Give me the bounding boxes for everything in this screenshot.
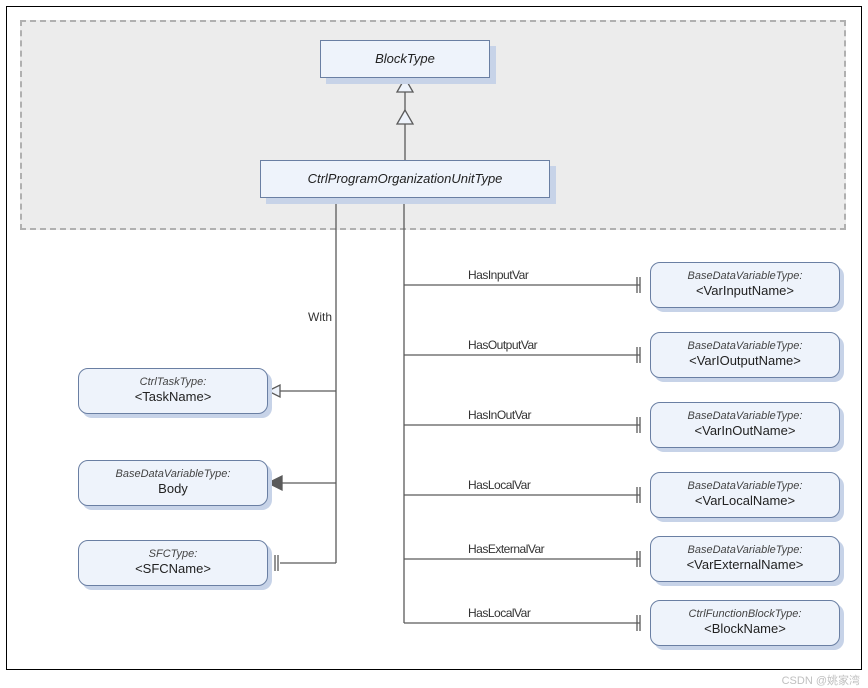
label-has-input: HasInputVar (468, 268, 528, 282)
label-has-local: HasLocalVar (468, 478, 530, 492)
sfc-type: SFCType: (79, 548, 267, 561)
var-input-type: BaseDataVariableType: (651, 270, 839, 283)
node-block-type: BlockType (320, 40, 490, 78)
var-input-name: <VarInputName> (651, 283, 839, 300)
var-external-name: <VarExternalName> (651, 557, 839, 574)
label-has-external: HasExternalVar (468, 542, 544, 556)
var-local-name: <VarLocalName> (651, 493, 839, 510)
label-has-local2: HasLocalVar (468, 606, 530, 620)
var-inout-name: <VarInOutName> (651, 423, 839, 440)
node-var-input: BaseDataVariableType: <VarInputName> (650, 262, 840, 308)
var-external-type: BaseDataVariableType: (651, 544, 839, 557)
body-type: BaseDataVariableType: (79, 468, 267, 481)
node-block-name: CtrlFunctionBlockType: <BlockName> (650, 600, 840, 646)
ctrl-pou-label: CtrlProgramOrganizationUnitType (261, 171, 549, 188)
block-name-type: CtrlFunctionBlockType: (651, 608, 839, 621)
label-has-inout: HasInOutVar (468, 408, 531, 422)
node-ctrl-pou: CtrlProgramOrganizationUnitType (260, 160, 550, 198)
node-sfc: SFCType: <SFCName> (78, 540, 268, 586)
task-name: <TaskName> (79, 389, 267, 406)
watermark: CSDN @姚家湾 (782, 672, 860, 688)
node-var-inout: BaseDataVariableType: <VarInOutName> (650, 402, 840, 448)
node-var-external: BaseDataVariableType: <VarExternalName> (650, 536, 840, 582)
body-name: Body (79, 481, 267, 498)
sfc-name: <SFCName> (79, 561, 267, 578)
node-body: BaseDataVariableType: Body (78, 460, 268, 506)
var-inout-type: BaseDataVariableType: (651, 410, 839, 423)
var-output-type: BaseDataVariableType: (651, 340, 839, 353)
task-type: CtrlTaskType: (79, 376, 267, 389)
node-var-local: BaseDataVariableType: <VarLocalName> (650, 472, 840, 518)
node-task: CtrlTaskType: <TaskName> (78, 368, 268, 414)
label-with: With (308, 310, 332, 324)
block-name-name: <BlockName> (651, 621, 839, 638)
label-has-output: HasOutputVar (468, 338, 537, 352)
node-var-output: BaseDataVariableType: <VarIOutputName> (650, 332, 840, 378)
var-output-name: <VarIOutputName> (651, 353, 839, 370)
block-type-label: BlockType (321, 51, 489, 68)
var-local-type: BaseDataVariableType: (651, 480, 839, 493)
